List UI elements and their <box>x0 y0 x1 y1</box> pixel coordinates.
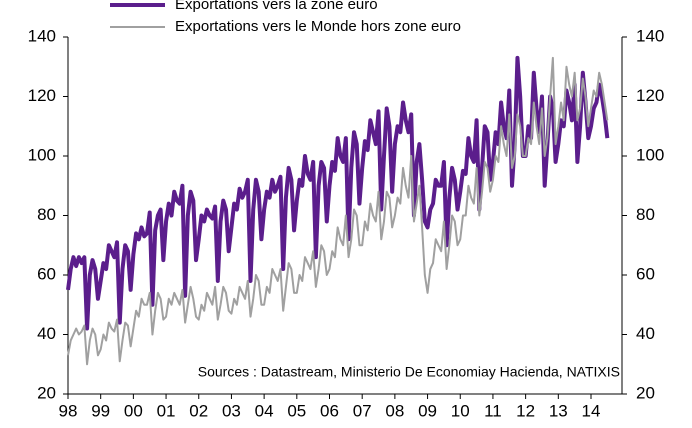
x-tick-label: 10 <box>451 401 470 420</box>
y2-tick-label: 140 <box>636 26 664 45</box>
y2-tick-label: 80 <box>636 205 655 224</box>
y-tick-label: 40 <box>37 324 56 343</box>
y-tick-label: 80 <box>37 205 56 224</box>
y-tick-label: 120 <box>28 86 56 105</box>
y-tick-label: 140 <box>28 26 56 45</box>
y2-tick-label: 120 <box>636 86 664 105</box>
x-tick-label: 11 <box>484 401 502 420</box>
x-tick-label: 06 <box>320 401 339 420</box>
x-tick-label: 07 <box>353 401 372 420</box>
x-tick-label: 05 <box>287 401 306 420</box>
x-tick-label: 09 <box>418 401 437 420</box>
y2-tick-label: 40 <box>636 324 655 343</box>
x-tick-label: 03 <box>222 401 241 420</box>
x-tick-label: 00 <box>124 401 143 420</box>
series-line <box>66 55 610 331</box>
y2-tick-label: 100 <box>636 145 664 164</box>
y-tick-label: 60 <box>37 264 56 283</box>
y2-tick-label: 60 <box>636 264 655 283</box>
x-tick-label: 99 <box>91 401 110 420</box>
x-tick-label: 04 <box>255 401 274 420</box>
y-tick-label: 20 <box>37 383 56 402</box>
x-tick-label: 01 <box>157 401 176 420</box>
series-line <box>67 56 609 366</box>
x-tick-label: 12 <box>516 401 535 420</box>
y-tick-label: 100 <box>28 145 56 164</box>
legend-label: Exportations vers la zone euro <box>175 0 378 13</box>
x-tick-label: 08 <box>385 401 404 420</box>
x-tick-label: 13 <box>549 401 568 420</box>
x-tick-label: 98 <box>59 401 78 420</box>
x-tick-label: 14 <box>582 401 601 420</box>
legend-label: Exportations vers le Monde hors zone eur… <box>175 18 461 35</box>
annotation: Sources : Datastream, Ministerio De Econ… <box>198 364 620 380</box>
y2-tick-label: 20 <box>636 383 655 402</box>
x-tick-label: 02 <box>189 401 208 420</box>
